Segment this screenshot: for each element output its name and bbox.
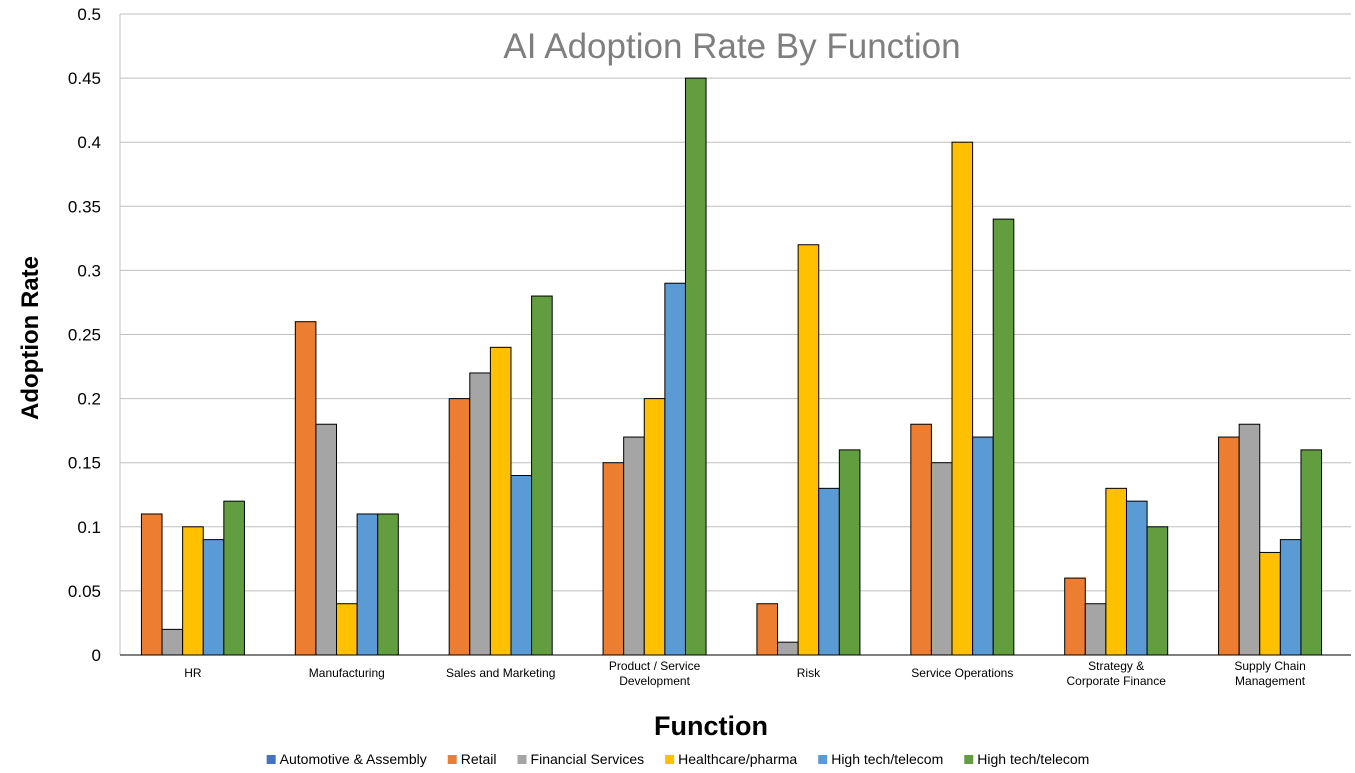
- y-tick-label: 0.5: [77, 5, 101, 24]
- bar: [182, 526, 204, 656]
- legend-label: High tech/telecom: [831, 751, 943, 767]
- bar: [1105, 487, 1127, 656]
- bar: [1300, 449, 1323, 656]
- legend-swatch: [665, 755, 675, 764]
- bar: [930, 462, 953, 656]
- y-tick-label: 0.15: [68, 454, 101, 473]
- bar: [797, 244, 820, 656]
- bar: [356, 513, 379, 656]
- bar: [1218, 436, 1240, 656]
- bar: [510, 475, 533, 656]
- bar: [1259, 551, 1281, 656]
- x-tick-label: Manufacturing: [309, 666, 385, 680]
- x-axis-title: Function: [654, 711, 768, 741]
- bar: [140, 513, 163, 656]
- x-tick-label: Supply Chain: [1234, 659, 1305, 673]
- legend-label: Healthcare/pharma: [678, 751, 797, 767]
- y-tick-label: 0: [92, 646, 101, 665]
- y-axis-title: Adoption Rate: [17, 256, 44, 420]
- legend-label: Financial Services: [531, 751, 645, 767]
- bar: [818, 487, 840, 656]
- bar: [223, 500, 245, 656]
- bar: [336, 603, 358, 656]
- legend-swatch: [266, 755, 276, 764]
- legend-label: Automotive & Assembly: [280, 751, 427, 767]
- bar: [623, 436, 645, 656]
- bar: [202, 539, 225, 656]
- bars: [140, 77, 1323, 656]
- legend-swatch: [964, 755, 974, 764]
- legend-swatch: [818, 755, 828, 764]
- x-tick-label: HR: [184, 666, 202, 680]
- bar: [951, 141, 974, 656]
- bar: [910, 423, 932, 656]
- bar: [469, 372, 491, 656]
- legend: Automotive & Assembly Retail Financial Ser…: [266, 751, 1089, 767]
- y-tick-label: 0.4: [77, 133, 101, 152]
- bar: [777, 641, 799, 656]
- bar: [643, 398, 666, 656]
- chart-title: AI Adoption Rate By Function: [503, 27, 960, 66]
- bar: [448, 398, 471, 656]
- bar: [161, 628, 184, 656]
- x-tick-label: Development: [619, 674, 690, 688]
- bar: [531, 295, 553, 656]
- x-tick-label: Strategy &: [1088, 659, 1144, 673]
- bar: [1064, 577, 1086, 656]
- bar: [972, 436, 994, 656]
- x-tick-label: Sales and Marketing: [446, 666, 555, 680]
- bar: [294, 321, 317, 656]
- legend-swatch: [447, 755, 457, 764]
- y-tick-label: 0.1: [77, 518, 101, 537]
- bar: [1084, 603, 1107, 656]
- bar: [756, 603, 779, 656]
- y-tick-label: 0.45: [68, 69, 101, 88]
- bar: [315, 423, 338, 656]
- bar: [377, 513, 399, 656]
- legend-label: Retail: [461, 751, 497, 767]
- bar: [664, 282, 686, 656]
- y-tick-label: 0.35: [68, 197, 101, 216]
- x-tick-label: Corporate Finance: [1066, 674, 1166, 688]
- x-tick-label: Management: [1235, 674, 1306, 688]
- bar: [1238, 423, 1261, 656]
- bar: [992, 218, 1015, 656]
- bar: [1146, 526, 1169, 656]
- axes: 0 0.05 0.1 0.15 0.2 0.25 0.3 0.35 0.4 0.45 0.5 HR Ma…: [68, 5, 1351, 688]
- bar: [1125, 500, 1148, 656]
- bar: [602, 462, 625, 656]
- bar: [684, 77, 707, 656]
- y-tick-label: 0.05: [68, 582, 101, 601]
- bar: [838, 449, 861, 656]
- y-tick-label: 0.3: [77, 261, 101, 280]
- x-tick-label: Service Operations: [911, 666, 1013, 680]
- x-tick-label: Product / Service: [609, 659, 701, 673]
- x-tick-label: Risk: [797, 666, 821, 680]
- y-tick-label: 0.25: [68, 326, 101, 345]
- bar: [1279, 539, 1302, 656]
- y-tick-label: 0.2: [77, 390, 101, 409]
- legend-label: High tech/telecom: [977, 751, 1089, 767]
- bar: [489, 346, 512, 656]
- legend-swatch: [517, 755, 527, 764]
